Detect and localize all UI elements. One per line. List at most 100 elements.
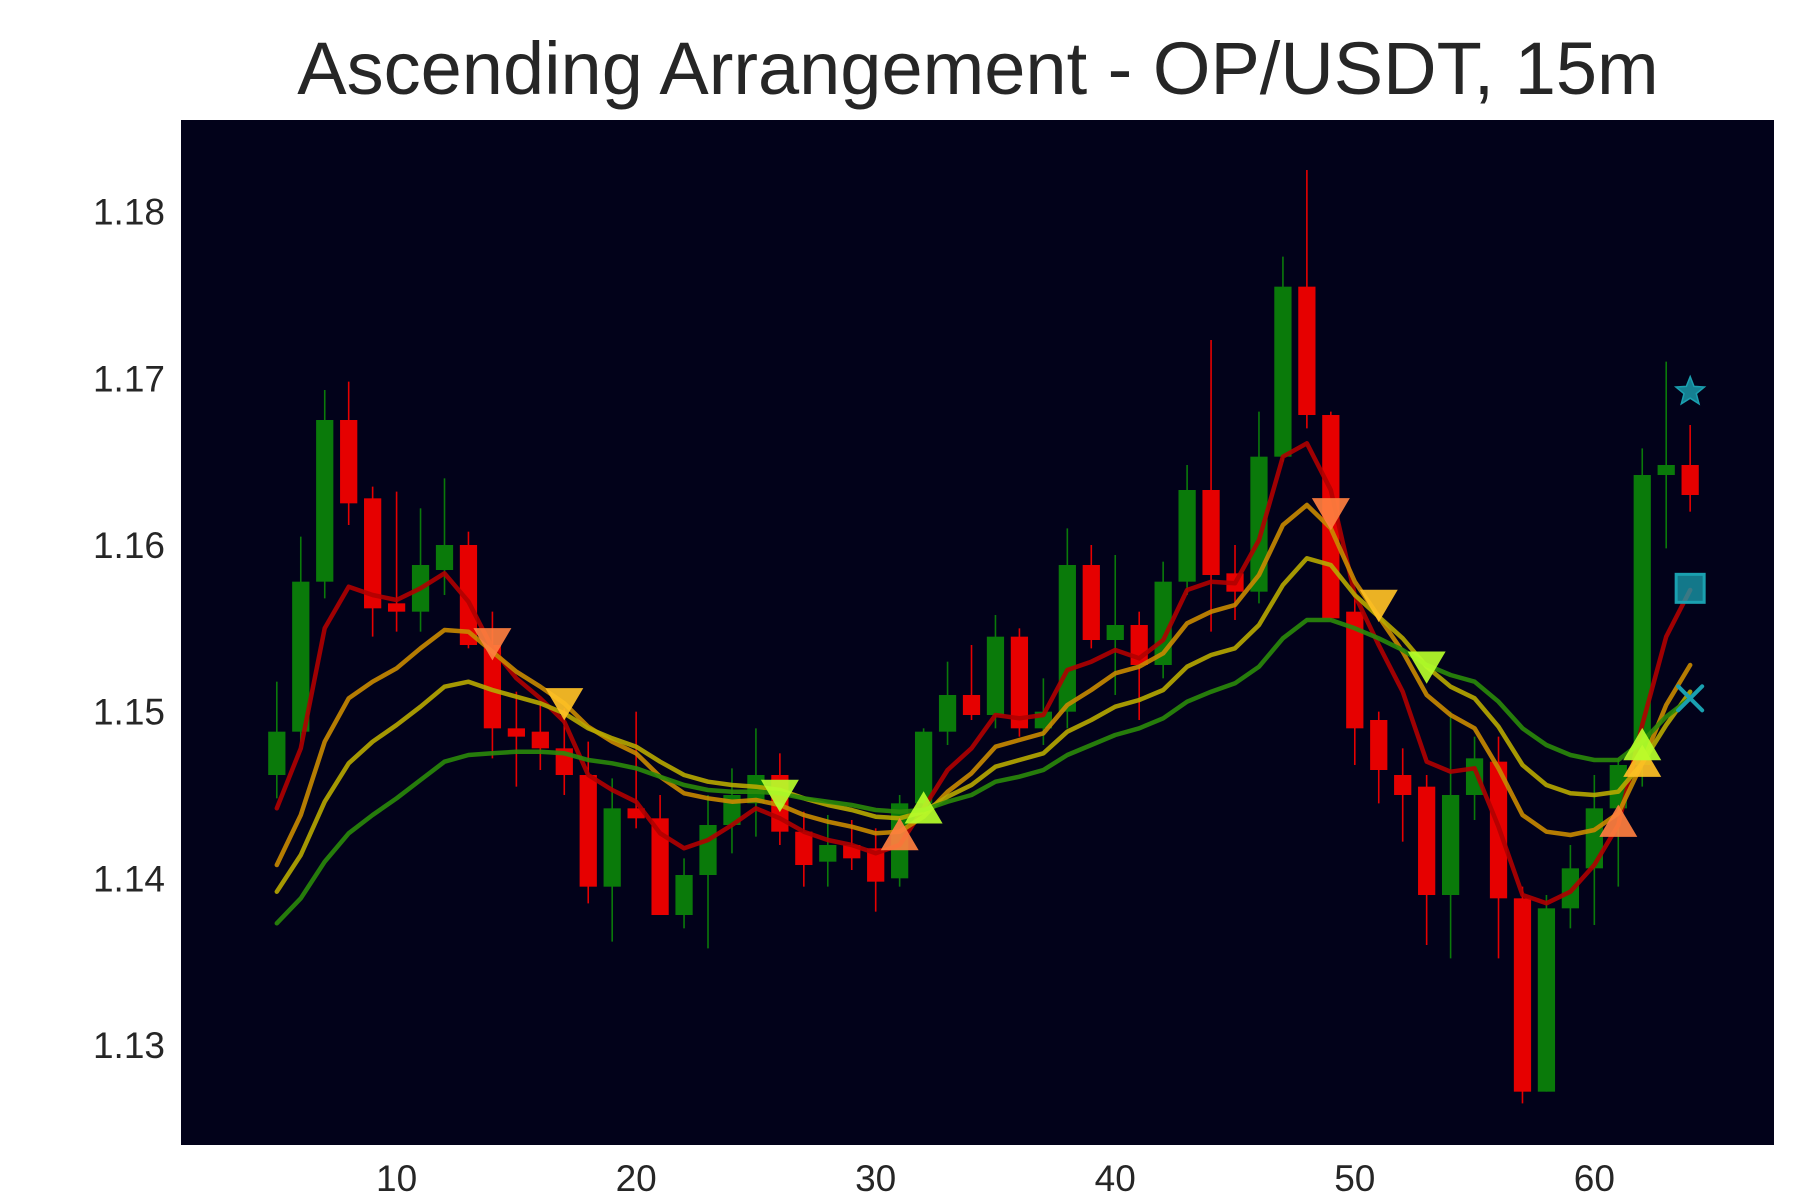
y-axis: 1.13 1.14 1.15 1.16 1.17 1.18 <box>93 192 165 1066</box>
marker-triangle-up <box>904 791 943 824</box>
candle-body <box>603 808 621 887</box>
candle-down <box>1346 595 1364 765</box>
x-tick-label: 20 <box>616 1158 657 1199</box>
marker-triangle-up <box>1623 744 1662 777</box>
candle-down <box>962 645 981 720</box>
candle-up <box>1274 256 1292 462</box>
marker-square <box>1674 572 1706 604</box>
plot-area <box>181 120 1774 1145</box>
moving-average-lines <box>274 441 1693 926</box>
candle-body <box>962 695 981 715</box>
candle-up <box>1441 711 1460 959</box>
candle-body <box>1106 625 1124 640</box>
chart-title: Ascending Arrangement - OP/USDT, 15m <box>297 27 1658 110</box>
candle-body <box>1657 465 1675 475</box>
marker-triangle-down <box>1311 498 1350 531</box>
y-tick-label: 1.17 <box>93 358 165 399</box>
marker-x <box>1676 684 1705 713</box>
candle-down <box>1370 711 1388 804</box>
candle-body <box>1537 908 1556 1092</box>
candle-down <box>867 828 885 912</box>
candle-body <box>675 875 693 915</box>
marker-star <box>1673 374 1707 406</box>
candle-down <box>1394 748 1412 842</box>
candle-body <box>1178 490 1196 582</box>
signal-markers <box>473 374 1707 851</box>
marker-triangle-up <box>1623 727 1662 761</box>
candle-up <box>603 778 621 942</box>
candle-up <box>938 661 957 745</box>
candle-body <box>364 498 382 609</box>
candle-body <box>986 636 1005 715</box>
candle-body <box>1418 786 1436 895</box>
candle-body <box>1250 456 1268 592</box>
candle-up <box>747 728 765 837</box>
y-tick-label: 1.13 <box>93 1025 165 1066</box>
candle-body <box>1465 758 1484 795</box>
candle-body <box>459 545 478 645</box>
candle-up <box>1561 845 1580 929</box>
candle-body <box>579 775 597 887</box>
series-line-ma_fast <box>274 441 1693 906</box>
candle-body <box>1633 475 1651 765</box>
candle-body <box>1585 808 1603 869</box>
marker-x-stroke <box>1676 684 1705 713</box>
y-tick-label: 1.16 <box>93 525 165 566</box>
candle-body <box>747 775 765 804</box>
x-tick-label: 40 <box>1095 1158 1136 1199</box>
candle-body <box>507 728 525 737</box>
candle-up <box>819 815 837 887</box>
series-line-ma_slow <box>274 556 1693 894</box>
x-axis: 10 20 30 40 50 60 <box>376 1158 1615 1199</box>
candle-body <box>316 420 334 582</box>
candle-up <box>268 681 286 799</box>
candle-body <box>1346 611 1364 729</box>
candle-down <box>1298 170 1316 429</box>
candle-down <box>364 486 382 637</box>
candle-body <box>483 645 502 729</box>
marker-triangle-down <box>1407 651 1446 684</box>
candle-body <box>914 731 933 804</box>
candle-body <box>1681 465 1699 495</box>
y-tick-label: 1.14 <box>93 858 165 899</box>
candle-up <box>1585 775 1603 925</box>
candle-up <box>316 390 334 599</box>
series-line-ma_mid <box>274 502 1693 868</box>
candle-down <box>459 531 478 649</box>
candle-body <box>435 545 454 570</box>
candle-body <box>1082 565 1100 640</box>
y-tick-label: 1.15 <box>93 692 165 733</box>
candle-body <box>531 731 549 749</box>
candle-down <box>340 381 358 525</box>
candle-body <box>387 603 406 612</box>
candle-body <box>867 848 885 882</box>
candle-body <box>340 420 358 504</box>
candle-down <box>1082 545 1100 649</box>
candle-down <box>531 703 549 770</box>
candle-down <box>507 691 525 787</box>
candle-up <box>986 615 1005 729</box>
candle-body <box>1298 286 1316 415</box>
marker-triangle-down <box>473 628 512 661</box>
marker-triangle-up <box>1599 804 1638 837</box>
x-tick-label: 10 <box>376 1158 417 1199</box>
candle-up <box>292 536 310 742</box>
candle-body <box>1370 720 1388 770</box>
candle-down <box>795 811 813 887</box>
candle-body <box>1274 286 1292 457</box>
candle-body <box>795 831 813 865</box>
marker-triangle-up <box>880 817 919 851</box>
candle-body <box>627 808 645 819</box>
candle-body <box>1010 636 1029 729</box>
candle-up <box>1657 361 1675 549</box>
candle-body <box>1058 565 1076 712</box>
candle-down <box>1513 886 1532 1104</box>
candle-up <box>675 858 693 929</box>
candle-down <box>1681 425 1699 512</box>
candle-body <box>938 695 957 732</box>
candle-body <box>819 845 837 862</box>
marker-triangle-down <box>545 688 584 721</box>
series-line-ma_long <box>274 617 1693 926</box>
